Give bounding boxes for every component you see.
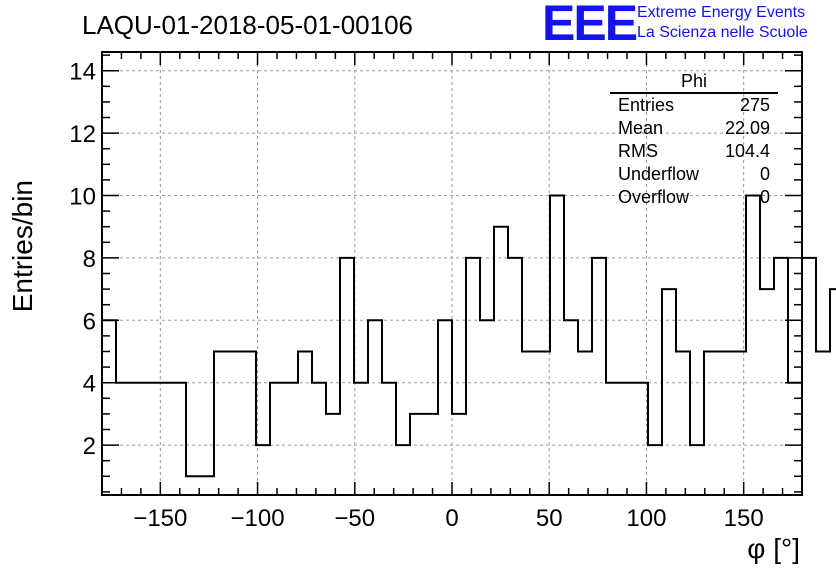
x-tick-label: −100 <box>231 505 285 532</box>
run-title: LAQU-01-2018-05-01-00106 <box>82 10 413 40</box>
brand-line-1: Extreme Energy Events <box>637 4 806 21</box>
x-tick-label: −150 <box>133 505 187 532</box>
stats-value: 0 <box>759 164 770 184</box>
stats-value: 22.09 <box>724 118 770 138</box>
axis-ticks <box>101 52 803 495</box>
x-tick-label: −50 <box>334 505 375 532</box>
y-tick-label: 6 <box>83 308 96 335</box>
stats-label: Entries <box>618 95 675 115</box>
stats-row-rms: RMS 104.4 <box>610 140 778 163</box>
eee-logo: EEE <box>542 0 638 51</box>
stats-title: Phi <box>610 70 778 94</box>
y-tick-label: 8 <box>83 246 96 273</box>
stats-row-entries: Entries 275 <box>610 94 778 117</box>
axis-tick-labels: −150 −100 −50 0 50 100 150 2 4 6 8 10 12 14 <box>69 59 763 532</box>
stats-box: Phi Entries 275 Mean 22.09 RMS 104.4 Und… <box>610 70 778 209</box>
x-axis-label: φ [°] <box>747 533 800 564</box>
stats-row-mean: Mean 22.09 <box>610 117 778 140</box>
stats-value: 104.4 <box>724 141 770 161</box>
y-tick-label: 12 <box>69 121 96 148</box>
y-axis-label: Entries/bin <box>7 180 38 312</box>
x-tick-label: 100 <box>626 505 666 532</box>
x-tick-label: 50 <box>536 505 563 532</box>
y-tick-label: 2 <box>83 433 96 460</box>
x-tick-label: 150 <box>724 505 764 532</box>
brand-line-2: La Scienza nelle Scuole <box>637 24 808 41</box>
stats-label: RMS <box>618 141 658 161</box>
stats-row-underflow: Underflow 0 <box>610 163 778 186</box>
y-tick-label: 4 <box>83 371 96 398</box>
stats-label: Overflow <box>618 187 690 207</box>
stats-value: 0 <box>759 187 770 207</box>
histogram-outline <box>102 194 836 478</box>
y-tick-label: 14 <box>69 59 96 86</box>
grid-lines <box>102 52 802 495</box>
stats-value: 275 <box>739 95 770 115</box>
y-tick-label: 10 <box>69 184 96 211</box>
brand-text: Extreme Energy Events La Scienza nelle S… <box>637 3 808 43</box>
stats-label: Mean <box>618 118 664 138</box>
histogram-series <box>102 194 836 478</box>
stats-row-overflow: Overflow 0 <box>610 186 778 209</box>
stats-label: Underflow <box>618 164 700 184</box>
x-tick-label: 0 <box>445 505 458 532</box>
